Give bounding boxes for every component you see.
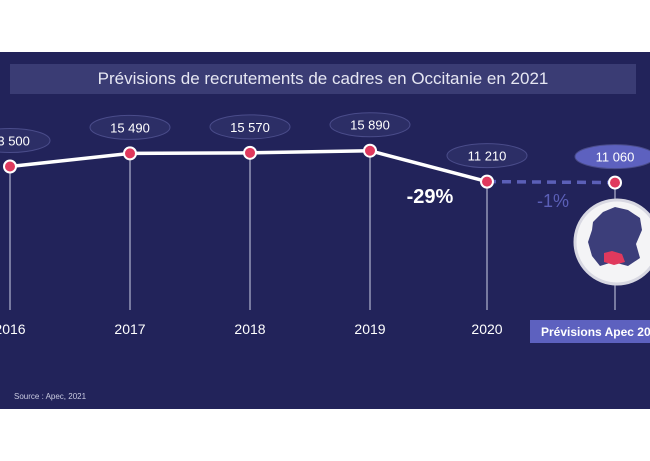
value-label-bubble [446, 143, 528, 169]
chart-panel: Prévisions de recrutements de cadres en … [0, 52, 650, 409]
page-footer-area [0, 409, 650, 461]
data-label: 15 890 [350, 118, 390, 133]
value-label-bubble [574, 144, 650, 170]
value-label-bubble [89, 114, 171, 140]
annotation-forecast-change: -1% [537, 191, 569, 211]
france-map-icon [573, 198, 650, 286]
x-tick-label: 2018 [234, 321, 265, 337]
data-point [243, 145, 257, 160]
data-point [608, 175, 622, 190]
chart-title: Prévisions de recrutements de cadres en … [10, 64, 636, 94]
data-point [3, 159, 17, 174]
x-tick-label: Prévisions Apec 2021 [541, 325, 650, 339]
x-tick-label: 2020 [471, 321, 502, 337]
x-tick-label: 2017 [114, 321, 145, 337]
annotation-change: -29% [407, 186, 454, 208]
data-point [480, 174, 494, 189]
line-chart: 13 500 15 490 15 570 15 890 11 210 11 060 201… [0, 112, 650, 343]
data-label: 11 060 [596, 150, 635, 165]
value-label-bubble [209, 114, 291, 140]
value-label-bubble [329, 112, 411, 138]
data-label: 15 490 [110, 120, 150, 135]
source-note: Source : Apec, 2021 [14, 392, 87, 401]
value-label-bubble [0, 128, 51, 153]
data-label: 15 570 [230, 120, 270, 135]
data-label: 11 210 [468, 149, 507, 164]
forecast-label-box [530, 320, 650, 343]
data-label: 13 500 [0, 134, 30, 149]
data-point [363, 143, 377, 158]
x-tick-label: 2019 [354, 321, 385, 337]
forecast-line [486, 179, 616, 185]
x-tick-label: 2016 [0, 321, 26, 337]
data-point [123, 146, 137, 161]
